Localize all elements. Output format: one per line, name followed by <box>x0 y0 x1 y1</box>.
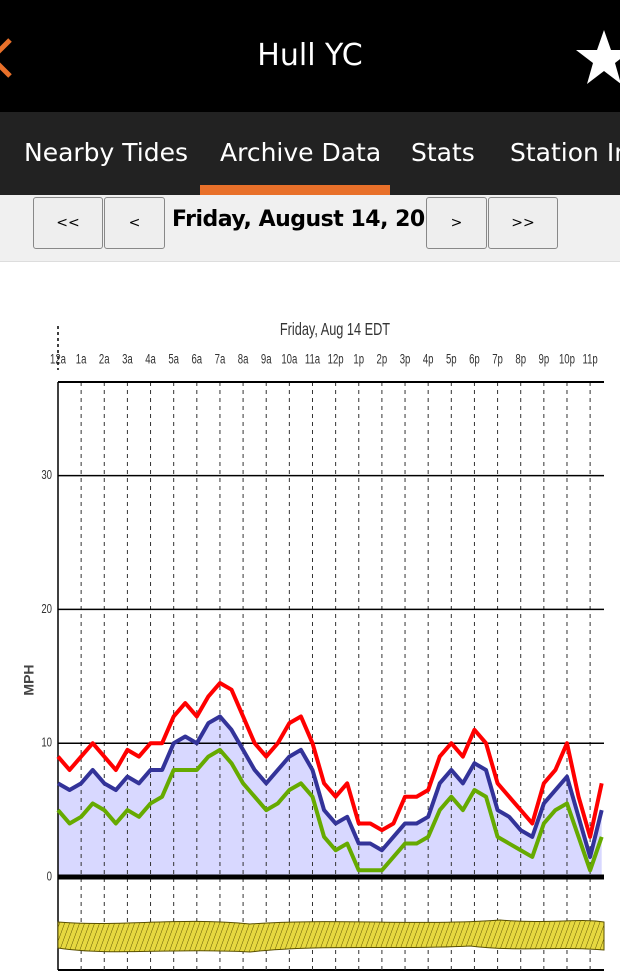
x-tick-label: 4p <box>423 351 434 367</box>
prev-button[interactable]: < <box>104 197 165 249</box>
app-title: Hull YC <box>257 38 363 73</box>
x-tick-label: 6p <box>469 351 480 367</box>
x-tick-label: 5p <box>446 351 457 367</box>
date-nav: << < Friday, August 14, 2026 > >> <box>0 195 620 262</box>
chart-title: Friday, Aug 14 EDT <box>280 320 391 340</box>
y-tick-label: 10 <box>41 736 52 750</box>
x-tick-label: 12p <box>328 351 344 367</box>
y-tick-label: 30 <box>41 469 52 483</box>
x-tick-label: 7a <box>215 351 226 367</box>
x-tick-label: 2a <box>99 351 110 367</box>
x-tick-label: 12a <box>50 351 66 367</box>
x-tick-label: 10p <box>559 351 575 367</box>
x-tick-label: 2p <box>377 351 388 367</box>
tab-bar: Nearby Tides Archive Data Stats Station … <box>0 112 620 195</box>
first-button[interactable]: << <box>33 197 103 249</box>
next-button[interactable]: > <box>426 197 487 249</box>
x-tick-label: 9p <box>539 351 550 367</box>
area <box>58 716 602 877</box>
y-tick-label: 0 <box>47 870 52 884</box>
x-tick-label: 8p <box>515 351 526 367</box>
tab[interactable]: Station In <box>510 138 620 167</box>
x-tick-label: 7p <box>492 351 503 367</box>
x-tick-label: 3p <box>400 351 411 367</box>
active-tab-indicator <box>200 185 390 195</box>
x-tick-label: 4a <box>145 351 156 367</box>
x-tick-label: 1a <box>76 351 87 367</box>
tab[interactable]: Stats <box>411 138 475 167</box>
x-tick-label: 8a <box>238 351 249 367</box>
tab[interactable]: Nearby Tides <box>24 138 189 167</box>
series-line <box>56 714 604 859</box>
x-tick-label: 11p <box>582 351 598 367</box>
wind-direction-band <box>57 919 605 953</box>
favorite-star[interactable] <box>576 30 620 86</box>
back-button[interactable] <box>0 38 12 78</box>
x-tick-label: 10a <box>281 351 297 367</box>
x-tick-label: 9a <box>261 351 272 367</box>
tab[interactable]: Archive Data <box>220 138 382 167</box>
series-line <box>56 747 604 873</box>
last-button[interactable]: >> <box>488 197 558 249</box>
y-tick-label: 20 <box>41 603 52 617</box>
chart: Friday, Aug 14 EDT MPH 12a 1a 2a 3a 4a 5a 6a 7a… <box>21 320 605 971</box>
x-tick-label: 1p <box>353 351 364 367</box>
x-tick-label: 3a <box>122 351 133 367</box>
x-tick-label: 11a <box>305 351 321 367</box>
series-line <box>56 681 604 839</box>
date-label: Friday, August 14, 2026 <box>172 207 455 232</box>
x-tick-label: 6a <box>191 351 202 367</box>
x-tick-label: 5a <box>168 351 179 367</box>
app-bar: Hull YC <box>0 0 620 112</box>
y-axis-label: MPH <box>21 664 37 695</box>
